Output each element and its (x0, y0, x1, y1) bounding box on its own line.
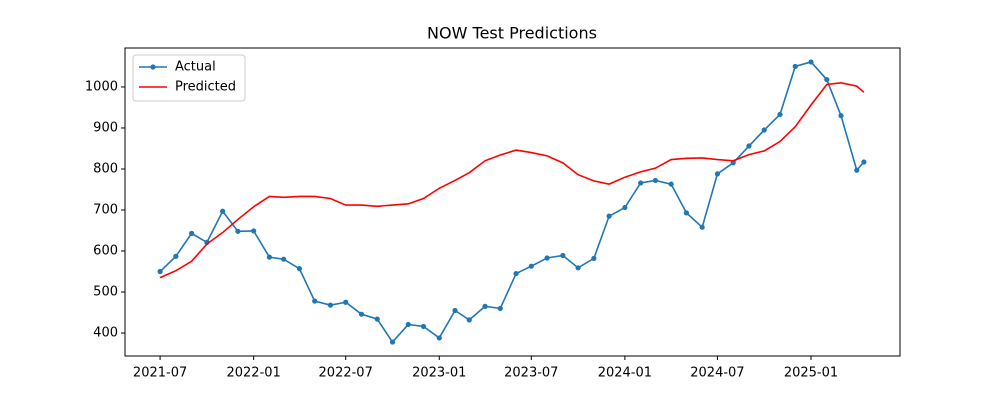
point (638, 180, 644, 186)
x-tick-label: 2023-07 (504, 366, 558, 381)
legend: Actual Predicted (132, 54, 246, 102)
point (235, 228, 241, 234)
point (374, 316, 380, 322)
point (266, 254, 273, 260)
point (668, 181, 674, 187)
x-tick-label: 2023-01 (412, 366, 466, 381)
point (591, 255, 597, 261)
point (220, 208, 226, 214)
point (251, 228, 257, 234)
y-tick-label: 400 (93, 326, 118, 341)
point (714, 171, 721, 177)
point (622, 204, 628, 211)
point (420, 323, 427, 330)
point (699, 224, 705, 230)
point (436, 335, 442, 341)
point (606, 213, 612, 219)
point (575, 265, 581, 271)
point (296, 266, 303, 272)
x-tick-label: 2024-07 (690, 366, 744, 381)
chart-title: NOW Test Predictions (427, 24, 597, 43)
point (497, 305, 503, 312)
point (343, 299, 349, 305)
line-series (159, 82, 865, 279)
x-tick-label: 2022-07 (319, 366, 373, 381)
point (652, 177, 658, 184)
point (312, 298, 318, 304)
y-tick-label: 700 (93, 202, 118, 217)
point (157, 268, 163, 275)
y-tick-label: 900 (93, 120, 118, 135)
point (452, 307, 458, 314)
point (808, 59, 814, 65)
x-tick-label: 2022-01 (226, 366, 280, 381)
point (730, 160, 736, 166)
point (761, 127, 767, 133)
point (327, 302, 334, 308)
y-tick-label: 500 (93, 285, 118, 300)
point (528, 263, 534, 269)
point (466, 317, 472, 323)
x-tick-label: 2025-01 (784, 366, 838, 381)
point (854, 167, 860, 173)
x-tick-label: 2021-07 (133, 366, 187, 381)
point (482, 303, 488, 309)
point (824, 76, 830, 83)
point (861, 159, 867, 165)
point (560, 252, 566, 259)
point (513, 270, 519, 277)
point (281, 256, 287, 262)
point (683, 210, 690, 216)
line-series (159, 61, 865, 344)
point (544, 255, 550, 261)
point (173, 253, 179, 259)
point (405, 321, 411, 328)
point (777, 111, 783, 118)
x-tick-label: 2024-01 (598, 366, 652, 381)
y-tick-label: 800 (93, 161, 118, 176)
y-tick-label: 1000 (85, 79, 118, 94)
plot-frame (124, 47, 901, 357)
legend-label: Predicted (175, 80, 236, 95)
point (358, 311, 365, 317)
legend-marker (150, 64, 156, 70)
point (389, 339, 396, 345)
y-tick-label: 600 (93, 244, 118, 259)
point (189, 230, 195, 236)
point (838, 113, 844, 119)
point (746, 143, 752, 149)
point (792, 63, 798, 70)
legend-label: Actual (175, 60, 216, 75)
